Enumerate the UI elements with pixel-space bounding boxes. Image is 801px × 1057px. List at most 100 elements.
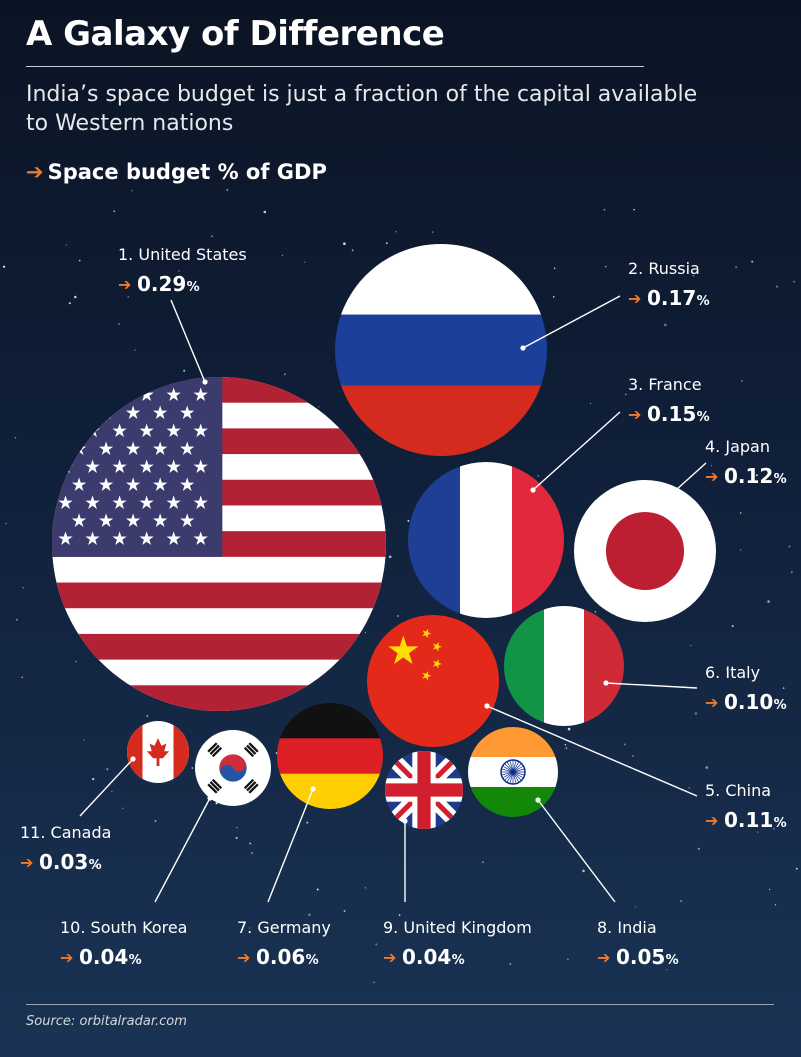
- unit-label: %: [129, 953, 142, 968]
- star: [694, 712, 698, 715]
- leader-line: [532, 411, 621, 491]
- leader-line: [170, 299, 206, 383]
- bubble-united-states: 1. United States ➔ 0.29%: [52, 245, 386, 711]
- star: [5, 522, 7, 525]
- leader-line: [605, 682, 698, 689]
- star: [697, 847, 700, 850]
- france-flag-icon: [408, 462, 564, 618]
- arrow-icon: ➔: [597, 948, 610, 967]
- country-label: 2. Russia: [628, 259, 700, 278]
- value-label: 0.05: [616, 945, 665, 969]
- value-label: 0.17: [647, 286, 696, 310]
- star: [78, 259, 81, 262]
- country-label: 9. United Kingdom: [383, 918, 532, 937]
- footer-divider: [26, 1004, 774, 1005]
- bubble-china: 5. China ➔ 0.11%: [367, 615, 787, 832]
- star: [396, 614, 399, 618]
- star: [351, 249, 354, 252]
- value-label: 0.06: [256, 945, 305, 969]
- star: [775, 285, 778, 288]
- uk-flag-icon: [385, 751, 463, 829]
- star: [21, 676, 24, 679]
- metric-label: Space budget % of GDP: [47, 160, 327, 184]
- star: [582, 869, 585, 873]
- star: [735, 266, 738, 269]
- leader-dot: [484, 703, 490, 709]
- star: [398, 914, 401, 916]
- arrow-icon: ➔: [60, 948, 73, 967]
- star: [552, 296, 555, 298]
- star: [739, 549, 742, 551]
- star: [318, 406, 320, 408]
- star: [767, 600, 770, 603]
- unit-label: %: [187, 280, 200, 295]
- leader-line: [79, 758, 134, 817]
- star: [211, 235, 213, 237]
- china-flag-icon: [367, 615, 499, 747]
- leader-dot: [402, 818, 408, 824]
- star: [741, 380, 743, 382]
- arrow-icon: ➔: [628, 405, 641, 424]
- value-label: 0.29: [137, 272, 186, 296]
- value-label: 0.15: [647, 402, 696, 426]
- country-label: 4. Japan: [705, 437, 770, 456]
- country-label: 6. Italy: [705, 663, 760, 682]
- star: [692, 274, 695, 277]
- star: [788, 545, 791, 548]
- unit-label: %: [306, 953, 319, 968]
- star: [154, 819, 157, 822]
- country-label: 5. China: [705, 781, 771, 800]
- star: [710, 464, 713, 467]
- star: [509, 962, 512, 965]
- star: [388, 555, 392, 559]
- star: [14, 437, 17, 439]
- unit-label: %: [774, 816, 787, 831]
- leader-line: [675, 462, 707, 491]
- star: [92, 778, 95, 781]
- leader-line: [522, 295, 621, 349]
- arrow-icon: ➔: [118, 275, 131, 294]
- star: [113, 210, 115, 212]
- star: [131, 190, 133, 192]
- leader-dot: [530, 487, 536, 493]
- star: [111, 790, 113, 793]
- country-label: 11. Canada: [20, 823, 111, 842]
- arrow-icon: ➔: [705, 467, 718, 486]
- country-label: 10. South Korea: [60, 918, 187, 937]
- star: [364, 632, 367, 634]
- south-korea-flag-icon: [195, 730, 271, 806]
- star: [726, 668, 729, 671]
- unit-label: %: [666, 953, 679, 968]
- star: [790, 571, 793, 574]
- bubble-italy: 6. Italy ➔ 0.10%: [504, 606, 787, 726]
- star: [394, 230, 397, 233]
- leader-line: [486, 705, 698, 797]
- star: [146, 715, 149, 718]
- arrow-icon: ➔: [237, 948, 250, 967]
- star: [604, 265, 607, 268]
- italy-flag-icon: [504, 606, 624, 726]
- value-label: 0.11: [724, 808, 773, 832]
- star: [303, 261, 306, 264]
- unit-label: %: [697, 410, 710, 425]
- star: [624, 393, 627, 396]
- star: [134, 349, 136, 351]
- star: [690, 644, 692, 647]
- leader-line: [154, 797, 211, 903]
- unit-label: %: [89, 858, 102, 873]
- star: [364, 886, 367, 889]
- leader-line: [267, 788, 314, 903]
- star: [316, 888, 319, 891]
- star: [251, 852, 253, 854]
- country-label: 3. France: [628, 375, 702, 394]
- arrow-icon: ➔: [705, 811, 718, 830]
- leader-dot: [130, 756, 136, 762]
- star: [74, 295, 77, 299]
- value-label: 0.03: [39, 850, 88, 874]
- star: [183, 369, 186, 372]
- star: [751, 260, 754, 263]
- star: [589, 402, 592, 404]
- star: [739, 512, 742, 514]
- star: [795, 867, 798, 870]
